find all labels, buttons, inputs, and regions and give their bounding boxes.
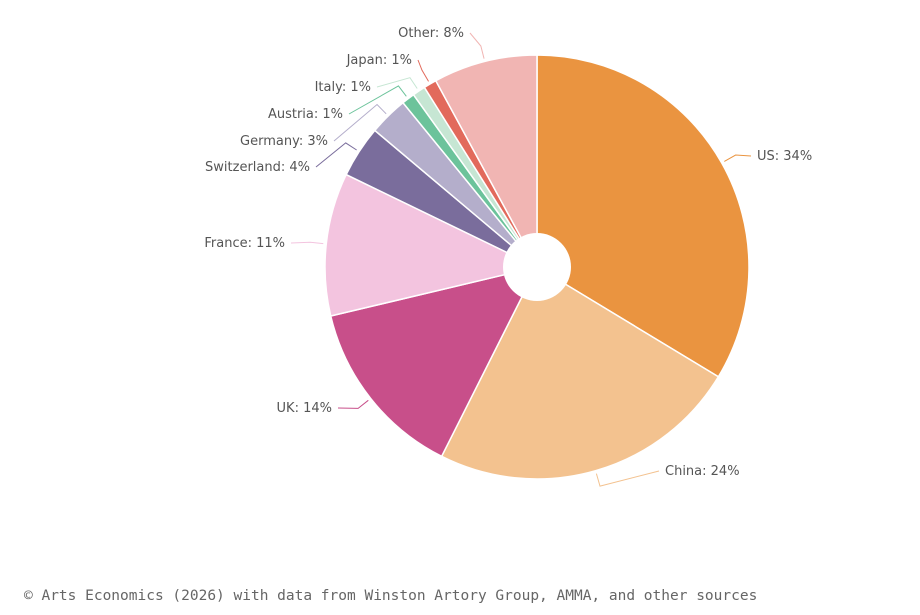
donut-hole: [503, 233, 571, 301]
leader-line-switzerland: [315, 142, 357, 168]
slice-france: [324, 173, 540, 317]
source-note: © Arts Economics (2026) with data from W…: [24, 588, 758, 604]
slice-label-austria: Austria: 1%: [268, 107, 343, 122]
slice-label-us: US: 34%: [757, 149, 812, 164]
leader-line-uk: [337, 399, 369, 409]
leader-line-germany: [333, 103, 387, 142]
slice-label-uk: UK: 14%: [277, 401, 332, 416]
slice-label-china: China: 24%: [665, 464, 740, 479]
slice-other: [434, 54, 538, 268]
slice-uk: [329, 265, 539, 458]
slice-label-japan: Japan: 1%: [346, 53, 412, 68]
leader-line-austria: [348, 85, 407, 115]
leader-line-us: [724, 154, 752, 162]
slice-label-france: France: 11%: [204, 236, 285, 251]
pie-chart-svg: US: 34% China: 24% UK: 14% France: 11% Switz…: [204, 26, 812, 487]
slice-label-switzerland: Switzerland: 4%: [205, 160, 310, 175]
slice-us: [536, 54, 750, 378]
slice-label-germany: Germany: 3%: [240, 134, 328, 149]
leader-line-china: [595, 470, 660, 487]
leader-line-italy: [376, 77, 418, 89]
slice-label-other: Other: 8%: [398, 26, 464, 41]
pie-chart: US: 34% China: 24% UK: 14% France: 11% Switz…: [204, 26, 812, 487]
leader-line-japan: [417, 59, 429, 82]
slice-label-italy: Italy: 1%: [315, 80, 371, 95]
leader-line-france: [290, 241, 324, 245]
leader-line-other: [469, 32, 485, 59]
